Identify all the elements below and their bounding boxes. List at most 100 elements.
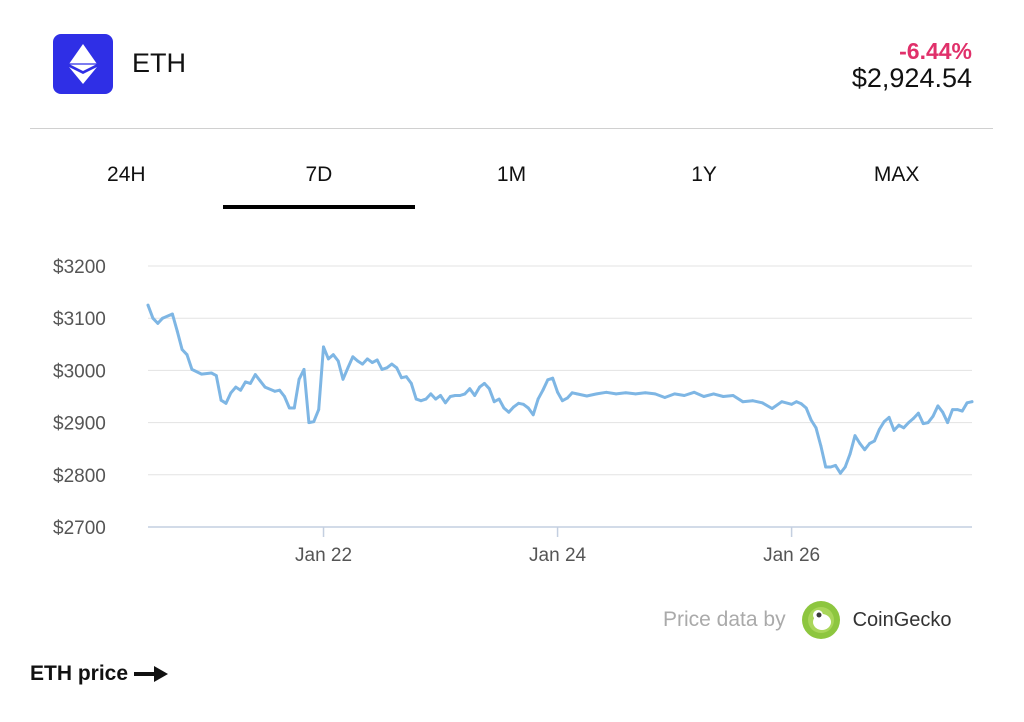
price-point — [536, 397, 540, 401]
price-point — [960, 409, 964, 413]
x-tick-label: Jan 26 — [763, 545, 820, 566]
tab-max[interactable]: MAX — [873, 163, 920, 186]
price-point — [180, 348, 184, 351]
price-point — [643, 391, 647, 395]
price-point — [809, 418, 813, 422]
price-point — [444, 401, 447, 405]
price-point — [171, 312, 174, 316]
eth-price-link[interactable]: ETH price — [30, 662, 169, 686]
price-point — [917, 411, 920, 415]
price-point — [673, 392, 676, 396]
price-point — [682, 394, 686, 397]
tab-24h[interactable]: 24H — [107, 163, 146, 186]
price-point — [970, 400, 974, 404]
price-point — [288, 406, 291, 410]
price-point — [361, 362, 364, 366]
price-point — [366, 357, 369, 361]
price-point — [439, 394, 442, 397]
price-point — [551, 376, 555, 380]
price-point — [634, 392, 637, 396]
price-point — [497, 397, 501, 401]
price-point — [897, 423, 901, 427]
tab-1m[interactable]: 1M — [496, 163, 527, 186]
price-point — [356, 359, 360, 363]
price-point — [190, 368, 194, 371]
price-point — [297, 377, 301, 381]
price-point — [614, 392, 618, 396]
header-divider — [30, 128, 993, 129]
price-point — [487, 387, 491, 391]
price-point — [561, 399, 564, 403]
price-point — [546, 378, 550, 382]
price-point — [327, 357, 330, 361]
price-point — [219, 398, 223, 402]
eth-logo — [53, 34, 113, 94]
price-point — [249, 382, 252, 385]
price-point — [604, 390, 608, 394]
price-point — [390, 362, 394, 366]
x-tick-label: Jan 22 — [295, 545, 352, 566]
y-tick-label: $3100 — [53, 309, 106, 330]
price-point — [336, 359, 340, 363]
price-point — [926, 421, 930, 424]
price-point — [351, 355, 355, 359]
price-point — [873, 439, 876, 443]
price-point — [214, 374, 218, 377]
tab-7d[interactable]: 7D — [222, 155, 416, 211]
price-point — [624, 391, 628, 395]
price-point — [322, 345, 325, 349]
price-point — [839, 471, 842, 475]
price-point — [702, 395, 706, 398]
price-point — [653, 392, 657, 396]
price-point — [483, 382, 486, 385]
price-point — [663, 396, 667, 399]
price-point — [385, 366, 389, 370]
price-point — [458, 394, 462, 397]
price-point — [200, 372, 204, 376]
price-point — [331, 353, 335, 357]
y-tick-label: $2800 — [53, 466, 106, 487]
price-point — [307, 421, 311, 424]
gecko-logo-icon — [801, 601, 840, 639]
price-point — [931, 414, 935, 418]
price-point — [434, 397, 438, 401]
price-point — [692, 390, 696, 394]
price-point — [156, 322, 160, 325]
price-point — [541, 388, 545, 392]
price-point — [868, 442, 871, 445]
price-point — [517, 401, 520, 405]
price-point — [468, 387, 472, 391]
price-point — [834, 464, 837, 467]
price-point — [419, 399, 423, 403]
price-point — [799, 402, 803, 406]
price-point — [414, 397, 418, 401]
price-point — [239, 388, 243, 392]
price-data-by-label: Price data by — [663, 608, 786, 631]
tab-1y[interactable]: 1Y — [691, 163, 717, 186]
eth-price-label: ETH price — [30, 662, 129, 685]
price-point — [478, 385, 481, 389]
current-price: $2,924.54 — [851, 63, 972, 93]
price-point — [502, 406, 506, 410]
y-tick-label: $2700 — [53, 518, 106, 539]
price-point — [741, 400, 745, 404]
price-point — [278, 388, 281, 392]
price-point — [463, 392, 467, 396]
timeframe-tabs: 24H 7D 1M 1Y MAX — [30, 155, 993, 211]
price-point — [512, 405, 516, 409]
asset-symbol: ETH — [132, 48, 186, 78]
coingecko-label[interactable]: CoinGecko — [852, 608, 952, 631]
price-point — [887, 416, 891, 419]
price-point — [731, 394, 735, 397]
price-point — [161, 316, 165, 320]
price-point — [317, 408, 321, 411]
price-point — [210, 371, 213, 375]
price-point — [424, 397, 428, 401]
y-tick-label: $3200 — [53, 257, 106, 278]
price-point — [965, 401, 969, 405]
arrow-right-icon — [134, 666, 169, 682]
price-point — [492, 400, 496, 404]
price-point — [795, 400, 798, 404]
price-point — [751, 399, 754, 403]
price-point — [302, 368, 306, 371]
